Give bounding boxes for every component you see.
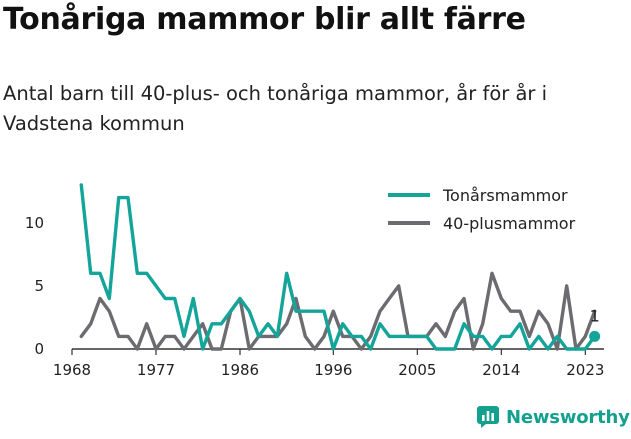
brand-footer: Newsworthy: [476, 405, 630, 429]
chart-subtitle: Antal barn till 40-plus- och tonåriga ma…: [3, 82, 548, 135]
x-tick-label: 1977: [137, 361, 175, 379]
chart-title: Tonåriga mammor blir allt färre: [3, 2, 526, 37]
series-line-tonarsmammor: [79, 183, 597, 351]
line-chart: 1968 1977 1986 1996 2005 2014 2023 0 5 10 Tonårsm…: [25, 183, 605, 379]
end-value-label: 1: [590, 306, 600, 325]
x-tick-label: 2014: [482, 361, 520, 379]
x-tick-label: 1986: [221, 361, 259, 379]
y-tick-label: 5: [34, 277, 44, 295]
chart-series: [79, 183, 597, 351]
x-tick-label: 1968: [53, 361, 91, 379]
x-tick-label: 2005: [398, 361, 436, 379]
series-line-40-plusmammor: [79, 271, 597, 351]
legend-label: 40-plusmammor: [443, 214, 576, 233]
brand-name: Newsworthy: [506, 406, 630, 428]
chart-legend: Tonårsmammor 40-plusmammor: [388, 186, 576, 233]
y-tick-label: 10: [25, 214, 44, 232]
end-point-marker: [589, 330, 601, 342]
legend-label: Tonårsmammor: [442, 186, 568, 205]
x-tick-label: 1996: [314, 361, 352, 379]
x-tick-label: 2023: [566, 361, 604, 379]
y-tick-label: 0: [34, 340, 44, 358]
bar-chart-logo-icon: [477, 406, 499, 428]
chart-axes: 1968 1977 1986 1996 2005 2014 2023 0 5 10: [25, 214, 605, 379]
chart-annotations: 1: [589, 306, 601, 342]
